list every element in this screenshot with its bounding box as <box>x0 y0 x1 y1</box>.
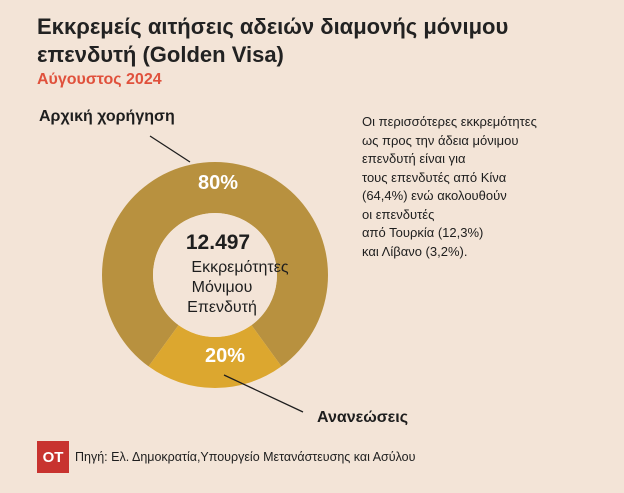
note-line: Οι περισσότερες εκκρεμότητες <box>362 114 537 129</box>
footer: OT Πηγή: Ελ. Δημοκρατία,Υπουργείο Μετανά… <box>37 441 415 473</box>
leader-line-renewals <box>223 374 304 413</box>
label-renewals: Ανανεώσεις <box>317 409 409 426</box>
data-label-initial: 80% <box>198 172 238 194</box>
label-initial-grant: Αρχική χορήγηση <box>39 108 175 125</box>
donut-slice-renewals <box>148 325 282 388</box>
chart-title: Εκκρεμείς αιτήσεις αδειών διαμονής μόνιμ… <box>37 14 509 67</box>
center-line-3: Επενδυτή <box>187 299 257 316</box>
note-line: τους επενδυτές από Κίνα <box>362 169 507 185</box>
note-line: επενδυτή είναι για <box>362 151 466 166</box>
center-line-2: Μόνιμου <box>192 279 253 296</box>
annotation-note: Οι περισσότερες εκκρεμότητες ως προς την… <box>362 113 592 261</box>
note-line: οι επενδυτές <box>362 206 435 222</box>
leader-line-initial <box>149 135 191 163</box>
donut-slice-initial <box>102 162 329 367</box>
center-line-1: Εκκρεμότητες <box>191 259 288 276</box>
chart-subtitle: Αύγουστος 2024 <box>37 71 162 88</box>
data-label-renewals: 20% <box>205 345 245 367</box>
donut-hole <box>153 213 277 337</box>
note-line: (64,4%) ενώ ακολουθούν <box>362 188 507 203</box>
brand-logo: OT <box>37 441 69 473</box>
note-line: ως προς την άδεια μόνιμου <box>362 132 519 148</box>
note-line: και Λίβανο (3,2%). <box>362 243 468 259</box>
source-note: Πηγή: Ελ. Δημοκρατία,Υπουργείο Μετανάστε… <box>75 450 416 464</box>
note-line: από Τουρκία (12,3%) <box>362 225 484 240</box>
center-total: 12.497 <box>186 231 250 254</box>
